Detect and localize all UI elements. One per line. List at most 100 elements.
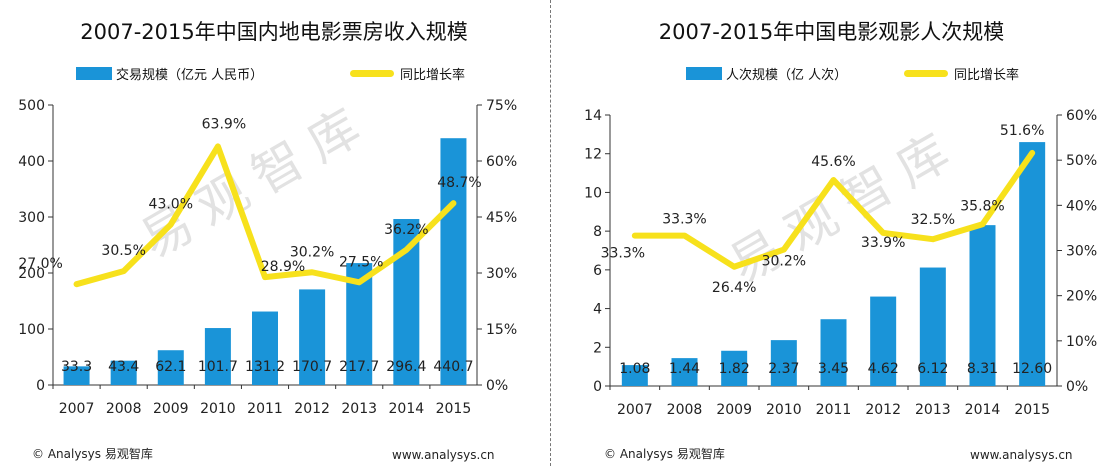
legend-line-label: 同比增长率 <box>400 68 466 83</box>
legend-line-swatch <box>350 70 394 77</box>
watermark-text: 易观智库 <box>131 91 382 269</box>
y-left-tick-label: 400 <box>18 154 45 170</box>
growth-rate-point <box>215 143 221 149</box>
x-tick-label: 2008 <box>667 402 703 418</box>
x-tick-label: 2013 <box>915 402 951 418</box>
growth-rate-point <box>980 221 985 227</box>
growth-rate-label: 36.2% <box>384 222 428 238</box>
x-tick-label: 2009 <box>153 401 189 417</box>
bar-value-label: 2.37 <box>768 361 799 377</box>
y-right-tick-label: 60% <box>486 154 517 170</box>
growth-rate-point <box>450 200 456 206</box>
growth-rate-label: 30.2% <box>290 244 334 260</box>
x-tick-label: 2012 <box>865 402 901 418</box>
growth-rate-point <box>309 269 315 275</box>
y-right-tick-label: 0% <box>486 378 508 394</box>
y-right-tick-label: 50% <box>1066 153 1097 169</box>
footer-website: www.analysys.cn <box>970 448 1073 462</box>
growth-rate-point <box>356 279 362 285</box>
growth-rate-point <box>930 236 936 242</box>
growth-rate-label: 45.6% <box>811 154 855 170</box>
bar-2010 <box>770 340 797 386</box>
bar-value-label: 33.3 <box>61 359 92 375</box>
bar-value-label: 3.45 <box>818 361 849 377</box>
bar-value-label: 131.2 <box>245 359 285 375</box>
footer-website: www.analysys.cn <box>392 448 495 462</box>
bar-value-label: 1.44 <box>669 361 700 377</box>
box-office-chart-panel: 2007-2015年中国内地电影票房收入规模 交易规模（亿元 人民币） 同比增长… <box>0 0 548 466</box>
y-right-tick-label: 60% <box>1066 108 1097 124</box>
y-left-tick-label: 14 <box>584 108 602 124</box>
bar-value-label: 170.7 <box>292 359 332 375</box>
bar-2012 <box>870 296 897 386</box>
bar-value-label: 217.7 <box>339 359 379 375</box>
legend-bar-swatch <box>76 67 112 80</box>
y-right-tick-label: 0% <box>1066 379 1088 395</box>
legend-bar-swatch <box>686 67 722 80</box>
bar-2015 <box>440 138 467 385</box>
y-right-tick-label: 45% <box>486 210 517 226</box>
bar-2008 <box>671 358 698 386</box>
bar-2007 <box>63 366 90 385</box>
growth-rate-label: 32.5% <box>911 212 955 228</box>
y-right-tick-label: 15% <box>486 322 517 338</box>
growth-rate-label: 35.8% <box>960 198 1004 214</box>
growth-rate-point <box>781 247 787 253</box>
growth-rate-label: 48.7% <box>437 175 481 191</box>
growth-rate-point <box>262 274 268 280</box>
bar-value-label: 6.12 <box>917 361 948 377</box>
bar-value-label: 101.7 <box>198 359 238 375</box>
legend-line-label: 同比增长率 <box>954 68 1020 83</box>
growth-rate-label: 33.9% <box>861 235 905 251</box>
growth-rate-label: 33.3% <box>601 246 645 262</box>
growth-rate-point <box>632 233 638 239</box>
growth-rate-label: 26.4% <box>712 280 756 296</box>
y-right-tick-label: 20% <box>1066 289 1097 305</box>
growth-rate-point <box>168 221 174 227</box>
bar-2014 <box>969 225 996 386</box>
growth-rate-point <box>74 281 80 287</box>
y-left-tick-label: 0 <box>36 378 45 394</box>
bar-value-label: 12.60 <box>1012 361 1052 377</box>
growth-rate-point <box>831 177 836 183</box>
x-tick-label: 2009 <box>716 402 752 418</box>
bar-value-label: 4.62 <box>868 361 899 377</box>
bar-2015 <box>1019 142 1046 386</box>
growth-rate-label: 51.6% <box>1000 123 1044 139</box>
growth-rate-label: 63.9% <box>202 116 246 132</box>
x-tick-label: 2010 <box>200 401 236 417</box>
y-left-tick-label: 8 <box>593 224 602 240</box>
y-right-tick-label: 75% <box>486 98 517 114</box>
footer-copyright: © Analysys 易观智库 <box>604 447 725 461</box>
box-office-chart-plot: 易观智库 0 100 200 300 400 500 0% 15% 30% 45% 60% 75% 200… <box>18 91 517 417</box>
chart-legend: 交易规模（亿元 人民币） 同比增长率 <box>0 64 548 86</box>
footer-copyright: © Analysys 易观智库 <box>32 447 153 461</box>
bar-value-label: 8.31 <box>967 361 998 377</box>
x-tick-label: 2011 <box>247 401 283 417</box>
bar-2009 <box>157 350 184 385</box>
x-tick-label: 2010 <box>766 402 802 418</box>
growth-rate-point <box>682 233 687 239</box>
bar-2007 <box>621 365 648 386</box>
bar-value-label: 1.08 <box>619 361 650 377</box>
y-left-tick-label: 300 <box>18 210 45 226</box>
x-tick-label: 2007 <box>59 401 95 417</box>
bar-2013 <box>919 267 946 386</box>
growth-rate-point <box>880 230 886 236</box>
growth-rate-point <box>121 268 127 274</box>
y-right-tick-label: 40% <box>1066 198 1097 214</box>
chart-title: 2007-2015年中国内地电影票房收入规模 <box>80 20 468 44</box>
bar-2011 <box>252 311 278 385</box>
x-tick-label: 2013 <box>341 401 377 417</box>
growth-rate-label: 28.9% <box>261 259 305 275</box>
growth-rate-point <box>403 247 409 253</box>
x-tick-label: 2014 <box>389 401 425 417</box>
x-tick-label: 2012 <box>294 401 330 417</box>
chart-legend: 人次规模（亿 人次） 同比增长率 <box>554 64 1109 86</box>
attendance-chart-panel: 2007-2015年中国电影观影人次规模 人次规模（亿 人次） 同比增长率 易观… <box>554 0 1109 466</box>
y-left-tick-label: 200 <box>18 266 45 282</box>
legend-bar-label: 人次规模（亿 人次） <box>726 68 848 83</box>
y-left-tick-label: 12 <box>584 147 602 163</box>
y-right-tick-label: 10% <box>1066 334 1097 350</box>
y-left-tick-label: 100 <box>18 322 45 338</box>
